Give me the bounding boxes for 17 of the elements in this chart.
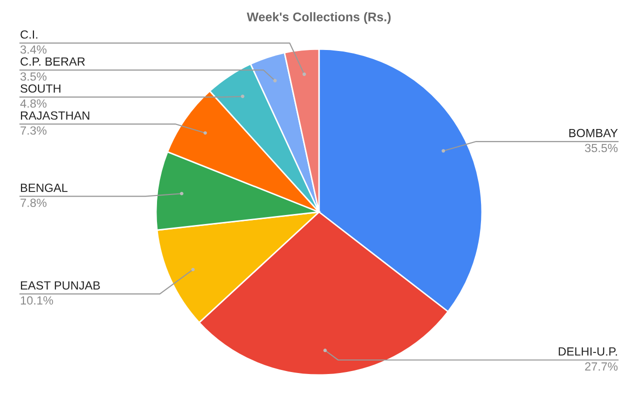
data-label: 27.7%: [585, 362, 618, 371]
data-label: 35.5%: [584, 144, 618, 152]
slice-label: EAST PUNJAB: [20, 281, 100, 290]
slice-label: DELHI-U.P.: [558, 347, 617, 356]
data-label: 10.1%: [20, 296, 54, 305]
chart-title: Week's Collections (Rs.): [246, 12, 391, 24]
slice-label: C.I.: [20, 30, 38, 39]
slice-label: SOUTH: [20, 84, 60, 93]
data-label: 3.5%: [20, 72, 46, 81]
slice-label: C.P. BERAR: [20, 57, 85, 66]
data-label: 3.4%: [20, 45, 46, 54]
data-label: 7.3%: [20, 126, 46, 135]
data-label: 7.8%: [20, 198, 46, 207]
slice-label: BENGAL: [20, 184, 68, 192]
data-label: 4.8%: [20, 99, 46, 108]
slice-label: RAJASTHAN: [20, 111, 90, 120]
slice-label: BOMBAY: [569, 128, 618, 138]
